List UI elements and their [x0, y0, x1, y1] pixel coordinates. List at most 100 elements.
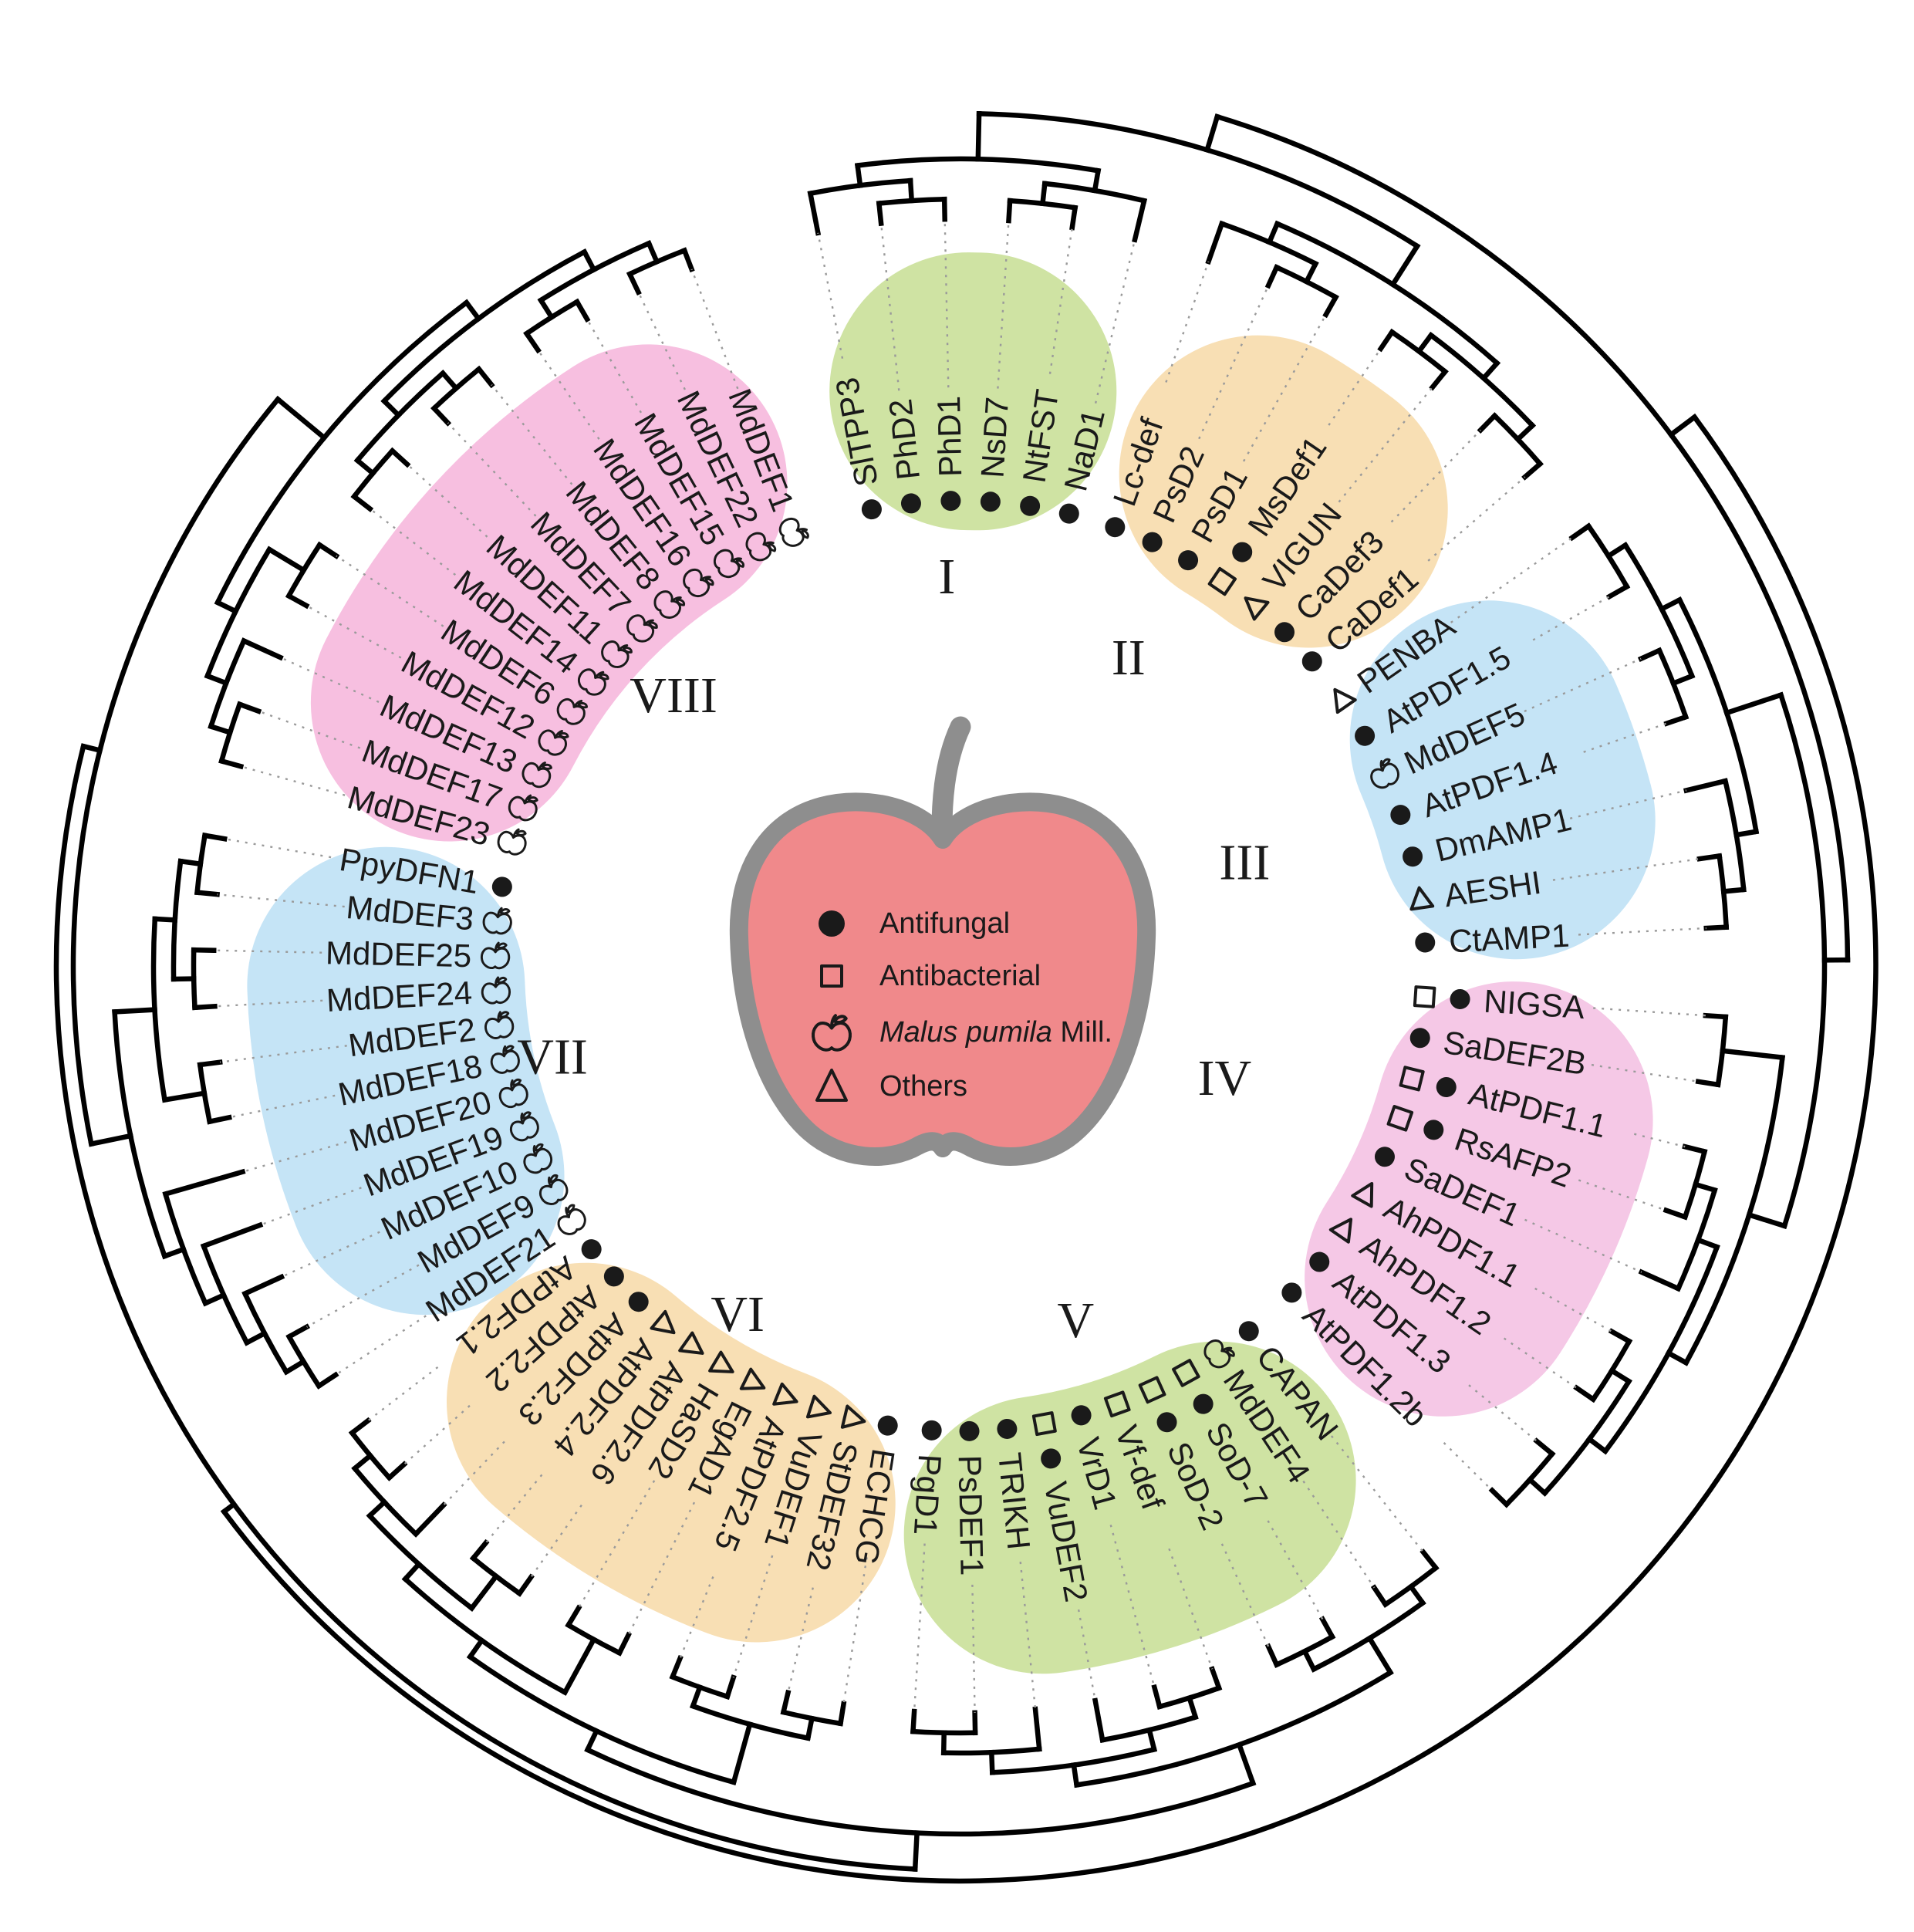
group-blob-V — [903, 1341, 1356, 1674]
tree-branch — [573, 298, 591, 323]
tree-branch — [369, 508, 457, 576]
tree-branch — [1301, 1647, 1318, 1673]
leaf-label: MdDEF25 — [326, 934, 472, 974]
others-triangle-icon — [1244, 596, 1270, 621]
tree-branch — [1415, 331, 1435, 355]
tree-branch — [1503, 1337, 1578, 1389]
tree-branch — [218, 758, 245, 770]
antifungal-dot-icon — [997, 1418, 1018, 1439]
antifungal-dot-icon — [1193, 1393, 1214, 1414]
legend-label-malus: Malus pumila Mill. — [879, 1016, 1112, 1049]
tree-branch — [162, 1168, 246, 1197]
tree-branch — [1419, 1549, 1440, 1572]
antifungal-dot-icon — [980, 491, 1001, 512]
antifungal-dot-icon — [1156, 1412, 1177, 1433]
tree-branch — [1220, 1543, 1270, 1647]
tree-branch — [1264, 264, 1281, 289]
tree-branch — [724, 1674, 737, 1700]
tree-branch — [1039, 181, 1048, 207]
others-triangle-icon — [1351, 1181, 1374, 1208]
tree-branch — [1638, 1268, 1682, 1292]
tree-branch — [161, 1090, 208, 1103]
tree-branch — [1488, 1487, 1511, 1508]
legend: Antifungal Antibacterial Malus pumila Mi… — [811, 907, 1112, 1103]
tree-branch — [191, 947, 217, 954]
tree-branch — [1583, 722, 1667, 753]
tree-branch — [1683, 778, 1729, 794]
tree-branch — [350, 492, 374, 512]
tree-branch — [112, 1007, 157, 1015]
group-numeral: III — [1219, 834, 1270, 890]
others-triangle-icon — [1333, 687, 1357, 714]
antifungal-dot-icon — [1058, 503, 1079, 524]
tree-branch — [910, 1708, 917, 1734]
tree-branch — [469, 1539, 490, 1562]
tree-branch — [475, 365, 495, 389]
antifungal-dot-icon — [921, 1420, 942, 1441]
tree-branch — [220, 1501, 238, 1515]
antifungal-dot-icon — [1071, 1405, 1092, 1426]
tree-branch — [1605, 583, 1631, 600]
tree-branch — [1151, 1684, 1163, 1710]
tree-leaf: CtAMP1 — [1415, 917, 1571, 960]
group-blob-VII — [247, 846, 565, 1316]
tree-arc — [220, 414, 1879, 1884]
others-triangle-icon — [1328, 1218, 1353, 1244]
others-triangle-icon — [650, 1309, 676, 1335]
tree-branch — [468, 1572, 500, 1612]
tree-branch — [1209, 1666, 1223, 1691]
tree-branch — [912, 1830, 920, 1872]
tree-arc — [1683, 1055, 1785, 1366]
antifungal-dot-icon — [1450, 988, 1470, 1009]
group-blob-III — [1349, 600, 1656, 960]
tree-branch — [537, 350, 600, 440]
antifungal-dot-icon — [1415, 932, 1436, 953]
leaf-label: NsD7 — [974, 396, 1015, 479]
group-blob-VIII — [310, 344, 788, 842]
group-numeral: II — [1112, 630, 1146, 686]
tree-arc — [70, 395, 282, 1147]
tree-branch — [1146, 1727, 1158, 1753]
tree-branch — [586, 319, 643, 414]
tree-leaf: PhD1 — [930, 396, 968, 512]
leaf-label: MdDEF24 — [326, 974, 473, 1018]
tree-branch — [1077, 1609, 1096, 1701]
tree-branch — [1468, 1384, 1538, 1442]
tree-branch — [161, 1246, 187, 1260]
group-numeral: VII — [517, 1029, 588, 1086]
tree-branch — [1069, 204, 1079, 231]
tree-arc — [1622, 542, 1696, 680]
tree-branch — [1365, 1634, 1394, 1677]
antifungal-dot-icon — [1142, 532, 1163, 552]
antifungal-dot-icon — [900, 493, 921, 514]
others-triangle-icon — [1409, 886, 1435, 911]
tree-branch — [353, 457, 376, 477]
antifungal-dot-icon — [1309, 1251, 1330, 1272]
tree-branch — [439, 370, 460, 392]
tree-branch — [1328, 348, 1382, 426]
leaf-label: CtAMP1 — [1448, 917, 1571, 960]
tree-branch — [240, 765, 346, 796]
antifungal-dot-icon — [491, 876, 512, 897]
tree-branch — [401, 1560, 423, 1583]
tree-branch — [1266, 220, 1281, 246]
tree-branch — [282, 1358, 307, 1376]
tree-branch — [258, 710, 361, 749]
tree-branch — [386, 1461, 408, 1481]
tree-branch — [1568, 522, 1592, 542]
leaf-label: PgD1 — [907, 1453, 948, 1536]
others-triangle-icon — [815, 1069, 848, 1102]
tree-branch — [1585, 1435, 1609, 1455]
tree-branch — [1032, 1706, 1042, 1752]
tree-branch — [259, 1187, 362, 1226]
tree-branch — [224, 838, 332, 859]
apple-body — [729, 792, 1156, 1166]
leaf-label: NIGSA — [1483, 983, 1586, 1026]
tree-branch — [626, 270, 642, 296]
tree-arc — [1073, 1669, 1394, 1788]
tree-branch — [1533, 1437, 1556, 1457]
tree-branch — [348, 1417, 372, 1437]
tree-branch — [80, 743, 103, 754]
tree-branch — [240, 637, 284, 661]
